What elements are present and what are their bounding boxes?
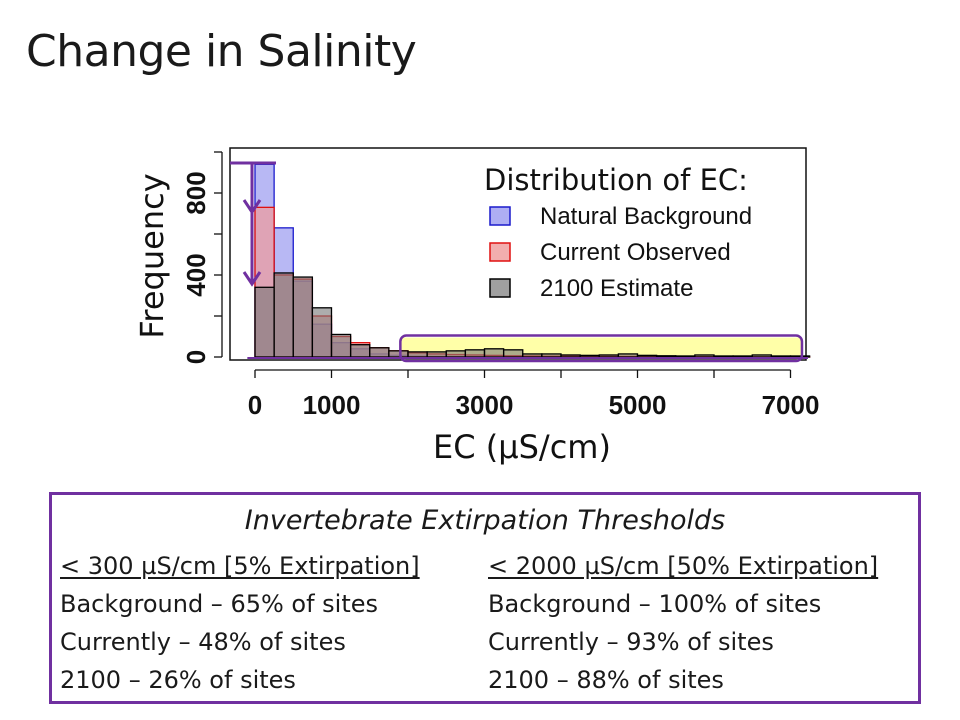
bar-estimate	[598, 354, 620, 358]
y-tick-label: 400	[181, 253, 211, 296]
bar-estimate	[445, 350, 467, 358]
threshold-header-300: < 300 µS/cm [5% Extirpation]	[60, 552, 420, 580]
bar-estimate	[254, 286, 275, 358]
threshold-column-2000: < 2000 µS/cm [50% Extirpation] Backgroun…	[488, 547, 878, 699]
legend-swatch-current	[489, 242, 511, 262]
y-tick-label: 0	[181, 350, 211, 364]
x-axis-label: EC (µS/cm)	[433, 428, 611, 466]
bar-estimate	[694, 354, 715, 358]
bar-estimate	[789, 355, 811, 358]
bar-estimate	[502, 349, 524, 358]
bar-estimate	[273, 272, 294, 358]
bar-estimate	[655, 355, 677, 358]
threshold-line-background: Background – 65% of sites	[60, 590, 379, 618]
thresholds-box: Invertebrate Extirpation Thresholds < 30…	[49, 492, 921, 704]
bar-estimate	[541, 353, 562, 358]
bar-estimate	[675, 355, 696, 358]
bar-estimate	[483, 348, 505, 358]
legend-label-natural: Natural Background	[540, 203, 752, 230]
bar-estimate	[732, 355, 753, 358]
bar-estimate	[349, 344, 371, 358]
bar-estimate	[560, 354, 581, 358]
slide-title: Change in Salinity	[26, 26, 417, 77]
bar-estimate	[713, 355, 734, 358]
bar-estimate	[636, 354, 658, 358]
bar-estimate	[751, 354, 773, 358]
thresholds-title: Invertebrate Extirpation Thresholds	[244, 505, 726, 536]
decline-arrow-head-1	[242, 199, 262, 215]
ec-histogram: 0 1000 3000 5000 7000 EC (µS/cm) 0 400 800 Freque…	[133, 147, 820, 466]
bar-estimate	[369, 347, 390, 358]
high-salinity-outline	[399, 334, 804, 363]
threshold-header-2000: < 2000 µS/cm [50% Extirpation]	[488, 552, 879, 580]
bar-estimate	[388, 350, 409, 358]
legend-swatch-estimate	[489, 278, 511, 298]
bar-estimate	[617, 353, 639, 358]
bar-estimate	[292, 276, 314, 358]
x-tick-label: 1000	[303, 390, 361, 420]
threshold-line-2100: 2100 – 88% of sites	[488, 666, 724, 694]
x-tick-label: 3000	[456, 390, 514, 420]
bar-estimate	[770, 355, 792, 358]
bar-estimate	[407, 351, 428, 358]
threshold-line-background: Background – 100% of sites	[488, 590, 822, 618]
legend-title: Distribution of EC:	[484, 163, 748, 197]
threshold-column-300: < 300 µS/cm [5% Extirpation] Background …	[60, 547, 420, 699]
legend-label-current: Current Observed	[540, 239, 731, 266]
bar-estimate	[426, 351, 447, 358]
bar-estimate	[330, 333, 352, 358]
bar-estimate	[522, 353, 543, 358]
x-tick-label: 7000	[762, 390, 820, 420]
threshold-line-2100: 2100 – 26% of sites	[60, 666, 296, 694]
decline-arrow-head-2	[242, 271, 262, 287]
bar-estimate	[579, 354, 600, 358]
threshold-line-currently: Currently – 48% of sites	[60, 628, 346, 656]
threshold-line-currently: Currently – 93% of sites	[488, 628, 774, 656]
x-tick-label: 5000	[609, 390, 667, 420]
x-tick-label: 0	[248, 390, 262, 420]
legend-label-estimate: 2100 Estimate	[540, 275, 693, 302]
y-axis-label: Frequency	[133, 173, 171, 338]
y-tick-label: 800	[181, 171, 211, 214]
bar-estimate	[464, 349, 486, 358]
legend-swatch-natural	[489, 206, 511, 226]
bar-estimate	[311, 307, 333, 358]
